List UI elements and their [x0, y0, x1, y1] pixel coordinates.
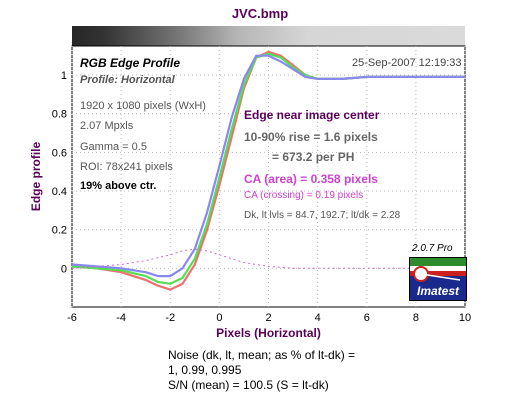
series-line-3 — [71, 54, 465, 278]
pixel-dimensions: 1920 x 1080 pixels (WxH) — [80, 100, 206, 112]
axis-titles: Pixels (Horizontal) Edge profile — [29, 142, 321, 340]
x-tick-label: 8 — [413, 312, 419, 324]
series-line-4 — [71, 248, 465, 269]
megapixels: 2.07 Mpxls — [80, 120, 134, 132]
noise-line-1: Noise (dk, lt, mean; as % of lt-dk) = — [168, 348, 356, 362]
snr-line: S/N (mean) = 100.5 (S = lt-dk) — [168, 378, 329, 392]
ca-crossing: CA (crossing) = 0.19 pixels — [244, 190, 364, 201]
dark-light-levels: Dk, lt lvls = 84.7, 192.7; lt/dk = 2.28 — [244, 210, 401, 221]
y-tick-label: 1 — [61, 70, 67, 82]
capture-date: 25-Sep-2007 12:19:33 — [352, 57, 462, 69]
x-tick-label: -4 — [116, 312, 126, 324]
logo-text: Imatest — [416, 284, 460, 298]
y-tick-label: 0.4 — [52, 186, 67, 198]
axis-ticks: -6 -4 -2 0 2 4 6 8 10 0 0.2 0.4 0.6 0.8 1 — [52, 70, 471, 324]
series-curves — [71, 50, 465, 291]
x-tick-label: 4 — [315, 312, 321, 324]
y-tick-label: 0 — [61, 263, 67, 275]
edge-location: Edge near image center — [244, 108, 380, 122]
ca-area: CA (area) = 0.358 pixels — [244, 172, 378, 186]
roi-position: 19% above ctr. — [80, 180, 157, 192]
noise-line-2: 1, 0.99, 0.995 — [168, 363, 242, 377]
y-tick-label: 0.2 — [52, 225, 67, 237]
imatest-logo: Imatest — [409, 257, 467, 301]
window-title: JVC.bmp — [231, 6, 289, 21]
chart-subtitle: Profile: Horizontal — [80, 74, 175, 86]
plot-area — [71, 45, 466, 308]
edge-gradient-strip — [72, 26, 465, 46]
y-tick-label: 0.6 — [52, 147, 67, 159]
x-axis-label: Pixels (Horizontal) — [216, 326, 321, 340]
x-tick-label: 2 — [265, 312, 271, 324]
gamma-value: Gamma = 0.5 — [80, 141, 147, 153]
x-tick-label: -6 — [67, 312, 77, 324]
y-tick-label: 0.8 — [52, 109, 67, 121]
x-tick-label: 10 — [459, 312, 471, 324]
y-axis-label: Edge profile — [29, 142, 43, 212]
x-tick-label: -2 — [165, 312, 175, 324]
x-tick-label: 0 — [216, 312, 222, 324]
x-tick-label: 6 — [364, 312, 370, 324]
rise-distance: 10-90% rise = 1.6 pixels — [244, 130, 378, 144]
grid-lines — [71, 45, 466, 308]
roi-size: ROI: 78x241 pixels — [80, 161, 173, 173]
version-label: 2.0.7 Pro — [412, 243, 453, 254]
rise-per-ph: = 673.2 per PH — [272, 150, 355, 164]
chart-title: RGB Edge Profile — [80, 56, 181, 70]
